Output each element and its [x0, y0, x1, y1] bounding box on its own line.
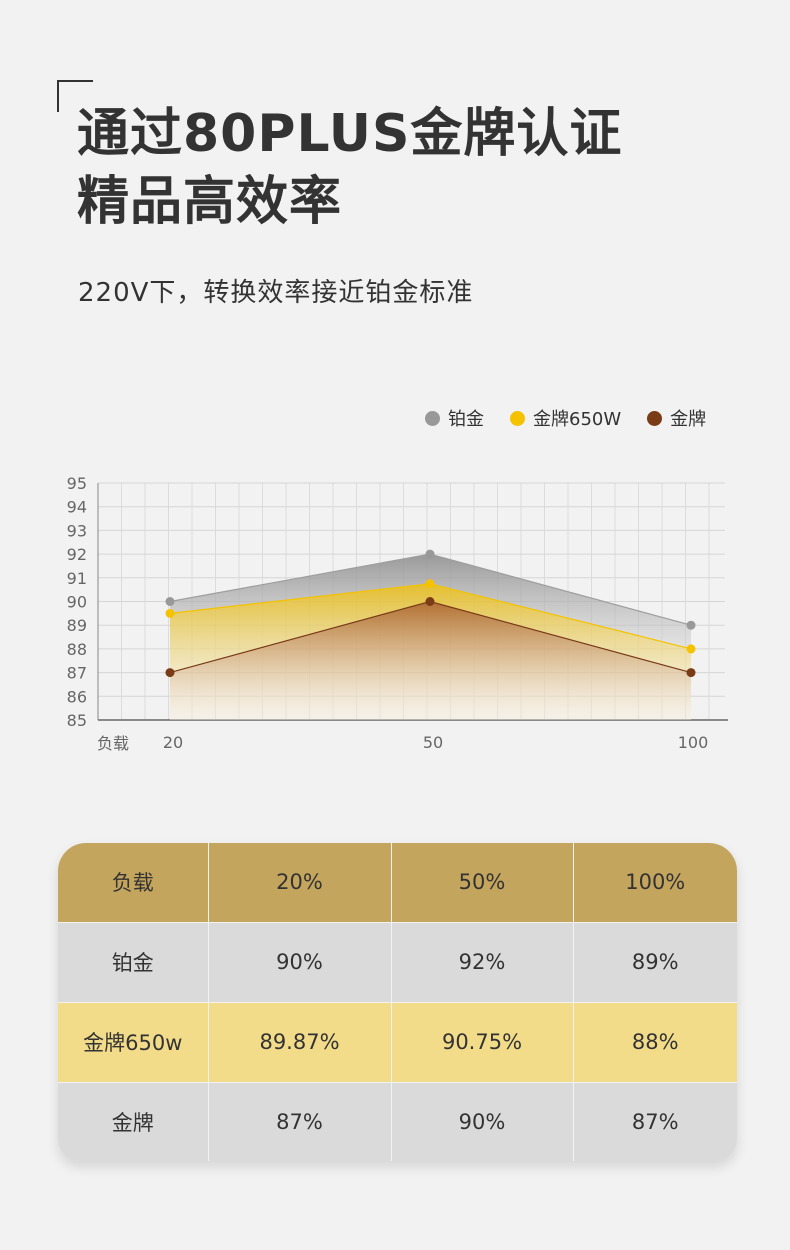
- x-axis-label: 负载: [97, 734, 129, 753]
- y-tick-label: 88: [67, 640, 87, 659]
- legend-dot-icon: [510, 410, 525, 426]
- y-tick-label: 85: [67, 711, 87, 730]
- table-row: 铂金 90% 92% 89%: [58, 922, 737, 1002]
- y-tick-label: 86: [67, 687, 87, 706]
- series-area: [170, 601, 691, 720]
- table-row: 金牌 87% 90% 87%: [58, 1082, 737, 1161]
- table-cell: 87%: [573, 1082, 737, 1161]
- y-tick-label: 91: [67, 569, 87, 588]
- table-cell: 87%: [208, 1082, 392, 1161]
- page-title: 通过80PLUS金牌认证 精品高效率: [77, 100, 622, 236]
- table-header-cell: 50%: [391, 843, 574, 922]
- legend-label: 铂金: [448, 409, 484, 430]
- data-point: [425, 579, 435, 589]
- title-line-1: 通过80PLUS金牌认证: [77, 104, 623, 164]
- table-header-cell: 20%: [208, 843, 392, 922]
- data-point: [425, 597, 435, 606]
- data-point: [686, 644, 696, 654]
- legend-dot-icon: [425, 410, 440, 426]
- corner-bracket-decoration: [57, 80, 93, 112]
- chart-legend: 铂金 金牌650W 金牌: [425, 405, 706, 431]
- table-cell: 金牌650w: [58, 1002, 209, 1082]
- legend-label: 金牌: [670, 409, 707, 430]
- table-header-cell: 100%: [573, 843, 737, 922]
- efficiency-table: 负载 20% 50% 100% 铂金 90% 92% 89% 金牌650w 89…: [58, 843, 737, 1161]
- x-tick-label: 100: [678, 733, 709, 752]
- subtitle: 220V下，转换效率接近铂金标准: [78, 278, 474, 308]
- table-row: 金牌650w 89.87% 90.75% 88%: [58, 1002, 737, 1082]
- table-cell: 90%: [208, 922, 392, 1002]
- table-cell: 92%: [391, 922, 574, 1002]
- y-tick-label: 92: [67, 545, 87, 564]
- table-cell: 88%: [573, 1002, 737, 1082]
- table-cell: 金牌: [58, 1082, 209, 1161]
- y-tick-label: 90: [67, 593, 87, 612]
- title-line-2: 精品高效率: [77, 172, 343, 232]
- y-tick-label: 93: [67, 521, 87, 540]
- chart-svg: 85 86 87 88 89 90 91 92 93 94 95 20 50 100 负载: [67, 474, 728, 753]
- table-cell: 90.75%: [391, 1002, 574, 1082]
- data-point: [165, 597, 175, 606]
- data-point: [425, 549, 435, 559]
- legend-item-platinum: 铂金: [425, 405, 484, 431]
- x-tick-label: 20: [163, 733, 183, 752]
- x-tick-label: 50: [423, 733, 443, 752]
- table-cell: 90%: [391, 1082, 574, 1161]
- legend-item-gold: 金牌: [647, 405, 706, 431]
- legend-dot-icon: [647, 410, 663, 426]
- data-point: [165, 608, 175, 618]
- table-cell: 铂金: [58, 922, 209, 1002]
- table-cell: 89.87%: [208, 1002, 392, 1082]
- y-tick-label: 95: [67, 474, 87, 493]
- y-tick-label: 89: [67, 616, 87, 635]
- data-point: [686, 620, 696, 630]
- legend-label: 金牌650W: [533, 409, 622, 430]
- data-point: [686, 668, 696, 678]
- data-point: [165, 668, 175, 678]
- table-header-cell: 负载: [58, 843, 209, 922]
- table-cell: 89%: [573, 922, 737, 1002]
- y-tick-label: 94: [67, 498, 87, 517]
- legend-item-gold-650w: 金牌650W: [510, 405, 621, 431]
- table-header-row: 负载 20% 50% 100%: [58, 843, 737, 922]
- y-tick-label: 87: [67, 664, 87, 683]
- efficiency-chart: 85 86 87 88 89 90 91 92 93 94 95 20 50 100 负载: [0, 460, 790, 764]
